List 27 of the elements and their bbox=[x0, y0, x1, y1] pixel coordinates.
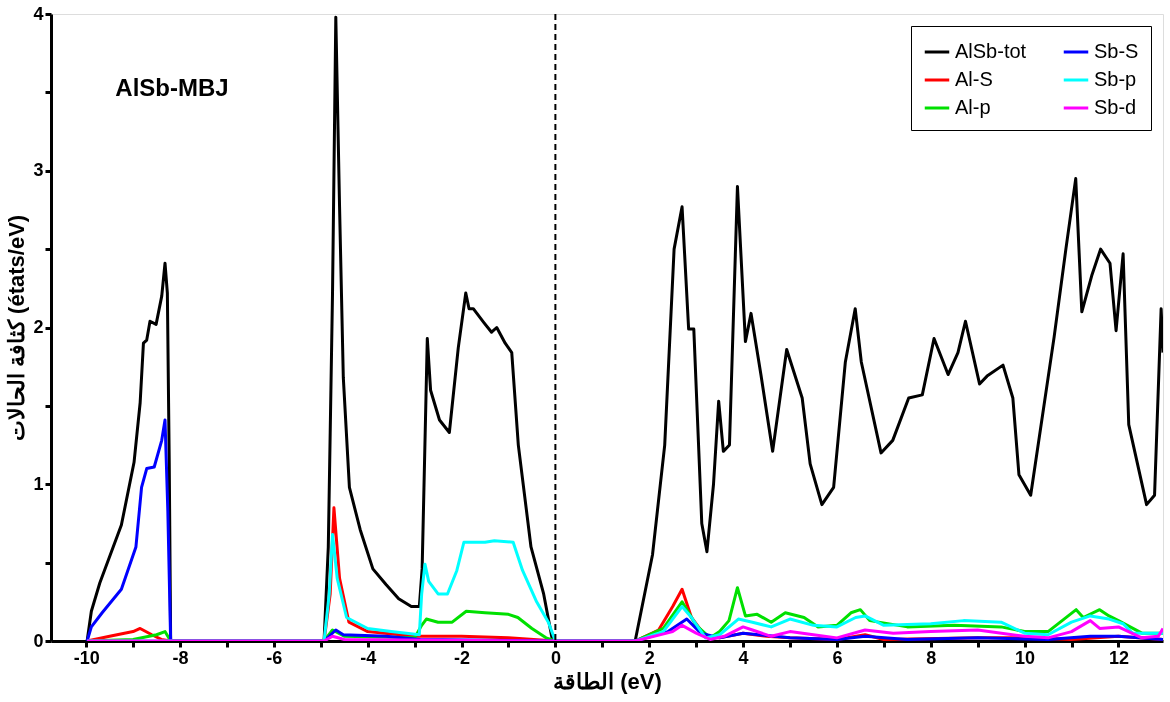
x-tick-label: -8 bbox=[172, 647, 189, 668]
x-tick-label: 4 bbox=[738, 647, 749, 668]
legend-label: Al-S bbox=[955, 68, 993, 90]
y-tick-label: 3 bbox=[33, 160, 44, 181]
x-tick-label: 2 bbox=[644, 647, 655, 668]
y-tick-label: 0 bbox=[33, 630, 44, 651]
y-tick-label: 2 bbox=[33, 317, 44, 337]
x-tick-label: -2 bbox=[454, 647, 471, 668]
x-tick-label: -6 bbox=[266, 647, 283, 668]
legend-label: Sb-d bbox=[1094, 96, 1137, 118]
x-tick-label: -4 bbox=[360, 647, 377, 668]
x-tick-label: 10 bbox=[1015, 647, 1036, 668]
line-series bbox=[85, 619, 1163, 641]
x-axis-title: الطاقة (eV) bbox=[553, 668, 662, 694]
x-tick-label: 8 bbox=[926, 647, 937, 668]
y-tick-label: 4 bbox=[33, 3, 44, 24]
legend-label: Sb-S bbox=[1094, 40, 1139, 62]
x-tick-label: 6 bbox=[832, 647, 843, 668]
x-tick-label: -10 bbox=[73, 647, 100, 668]
legend-label: Sb-p bbox=[1094, 68, 1137, 90]
x-tick-label: 12 bbox=[1108, 647, 1129, 668]
annotation: AlSb-MBJ bbox=[115, 74, 229, 101]
legend-label: Al-p bbox=[955, 96, 991, 118]
y-tick-label: 1 bbox=[33, 473, 44, 494]
x-tick-label: 0 bbox=[550, 647, 561, 668]
y-axis-title: كثافة الحالات (états/eV) bbox=[4, 214, 30, 442]
legend-label: AlSb-tot bbox=[955, 40, 1027, 62]
